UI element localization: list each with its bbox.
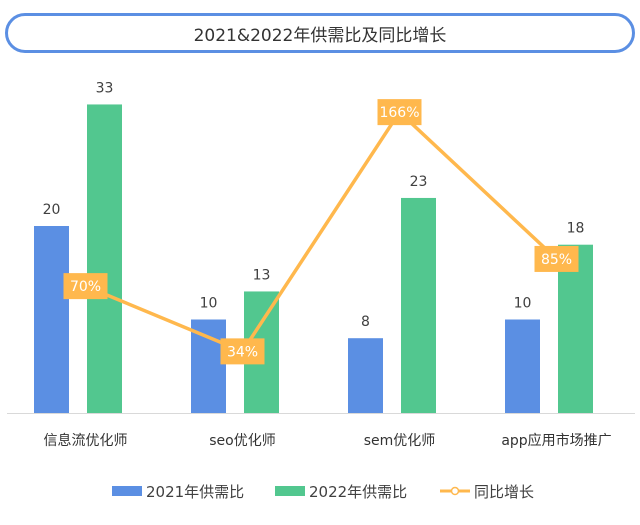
x-tick-label: seo优化师 (209, 433, 275, 449)
bar-data-label: 20 (43, 202, 61, 218)
bar-2022 (401, 197, 436, 413)
bar-data-label: 23 (410, 174, 428, 190)
bar-data-label: 18 (567, 221, 585, 237)
legend-label: 2021年供需比 (146, 483, 244, 501)
growth-data-label: 34% (227, 344, 258, 360)
growth-label-box (534, 245, 579, 272)
legend-swatch-1 (275, 486, 305, 496)
bar-data-label: 8 (361, 314, 370, 330)
legend-marker (450, 486, 460, 496)
bar-data-label: 13 (253, 267, 271, 283)
chart-title: 2021&2022年供需比及同比增长 (5, 13, 635, 53)
growth-data-label: 166% (379, 105, 419, 121)
legend-label: 同比增长 (474, 483, 534, 501)
bar-data-label: 10 (200, 296, 218, 312)
growth-data-label: 70% (70, 279, 101, 295)
legend-label: 2022年供需比 (309, 483, 407, 501)
bar-2021 (34, 226, 69, 413)
growth-line (84, 110, 558, 354)
x-tick-label: sem优化师 (364, 433, 436, 449)
bar-2021 (191, 319, 226, 413)
growth-label-box (220, 338, 265, 365)
x-tick-label: 信息流优化师 (44, 432, 128, 449)
legend-swatch-0 (112, 486, 142, 496)
growth-label-box (63, 273, 108, 300)
bar-2021 (348, 338, 383, 413)
bar-data-label: 10 (514, 296, 532, 312)
bar-2022 (87, 104, 122, 413)
growth-label-box (377, 99, 422, 126)
bar-2022 (558, 244, 593, 413)
growth-data-label: 85% (541, 252, 572, 268)
x-tick-label: app应用市场推广 (501, 432, 611, 449)
bar-2021 (505, 319, 540, 413)
bar-data-label: 33 (96, 80, 114, 96)
